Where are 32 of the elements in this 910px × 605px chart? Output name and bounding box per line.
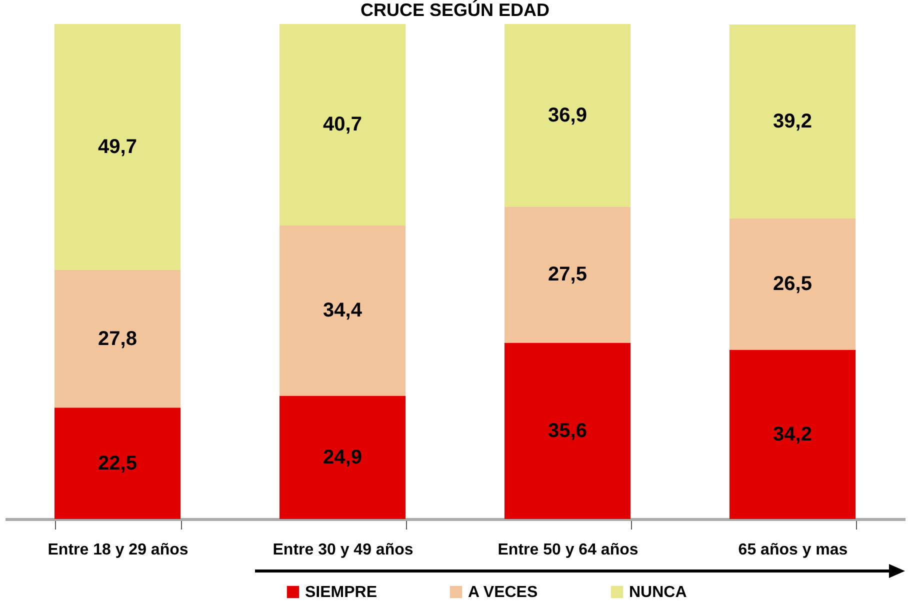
bar [280,225,406,396]
data-label: 40,7 [323,114,362,136]
bar [280,24,406,226]
bar [54,24,180,270]
bar [54,270,180,408]
data-label: 26,5 [773,273,812,296]
bar [504,24,630,207]
chart-title: CRUCE SEGÚN EDAD [360,0,550,20]
legend-label: A VECES [468,584,538,601]
data-label: 36,9 [548,104,587,126]
bar [504,342,630,519]
legend-label: NUNCA [629,584,688,601]
x-tick-label: 65 años y mas [738,542,848,558]
x-tick-label: Entre 30 y 49 años [272,542,414,558]
x-tick-label: Entre 18 y 29 años [48,542,188,558]
data-label: 49,7 [98,136,137,158]
bar [730,350,856,519]
bar [280,396,406,519]
data-label: 22,5 [98,452,137,474]
x-tick-label: Entre 50 y 64 años [498,542,638,558]
data-label: 27,8 [98,328,137,350]
data-label: 39,2 [773,110,812,133]
data-label: 34,2 [773,423,812,446]
data-label: 24,9 [323,446,362,468]
bar [730,24,856,219]
bar [54,408,180,519]
data-label: 35,6 [548,420,587,442]
bar [730,218,856,350]
legend-label: SIEMPRE [305,584,378,601]
data-label: 27,5 [548,264,587,286]
data-label: 34,4 [323,300,363,322]
bar [504,206,630,343]
